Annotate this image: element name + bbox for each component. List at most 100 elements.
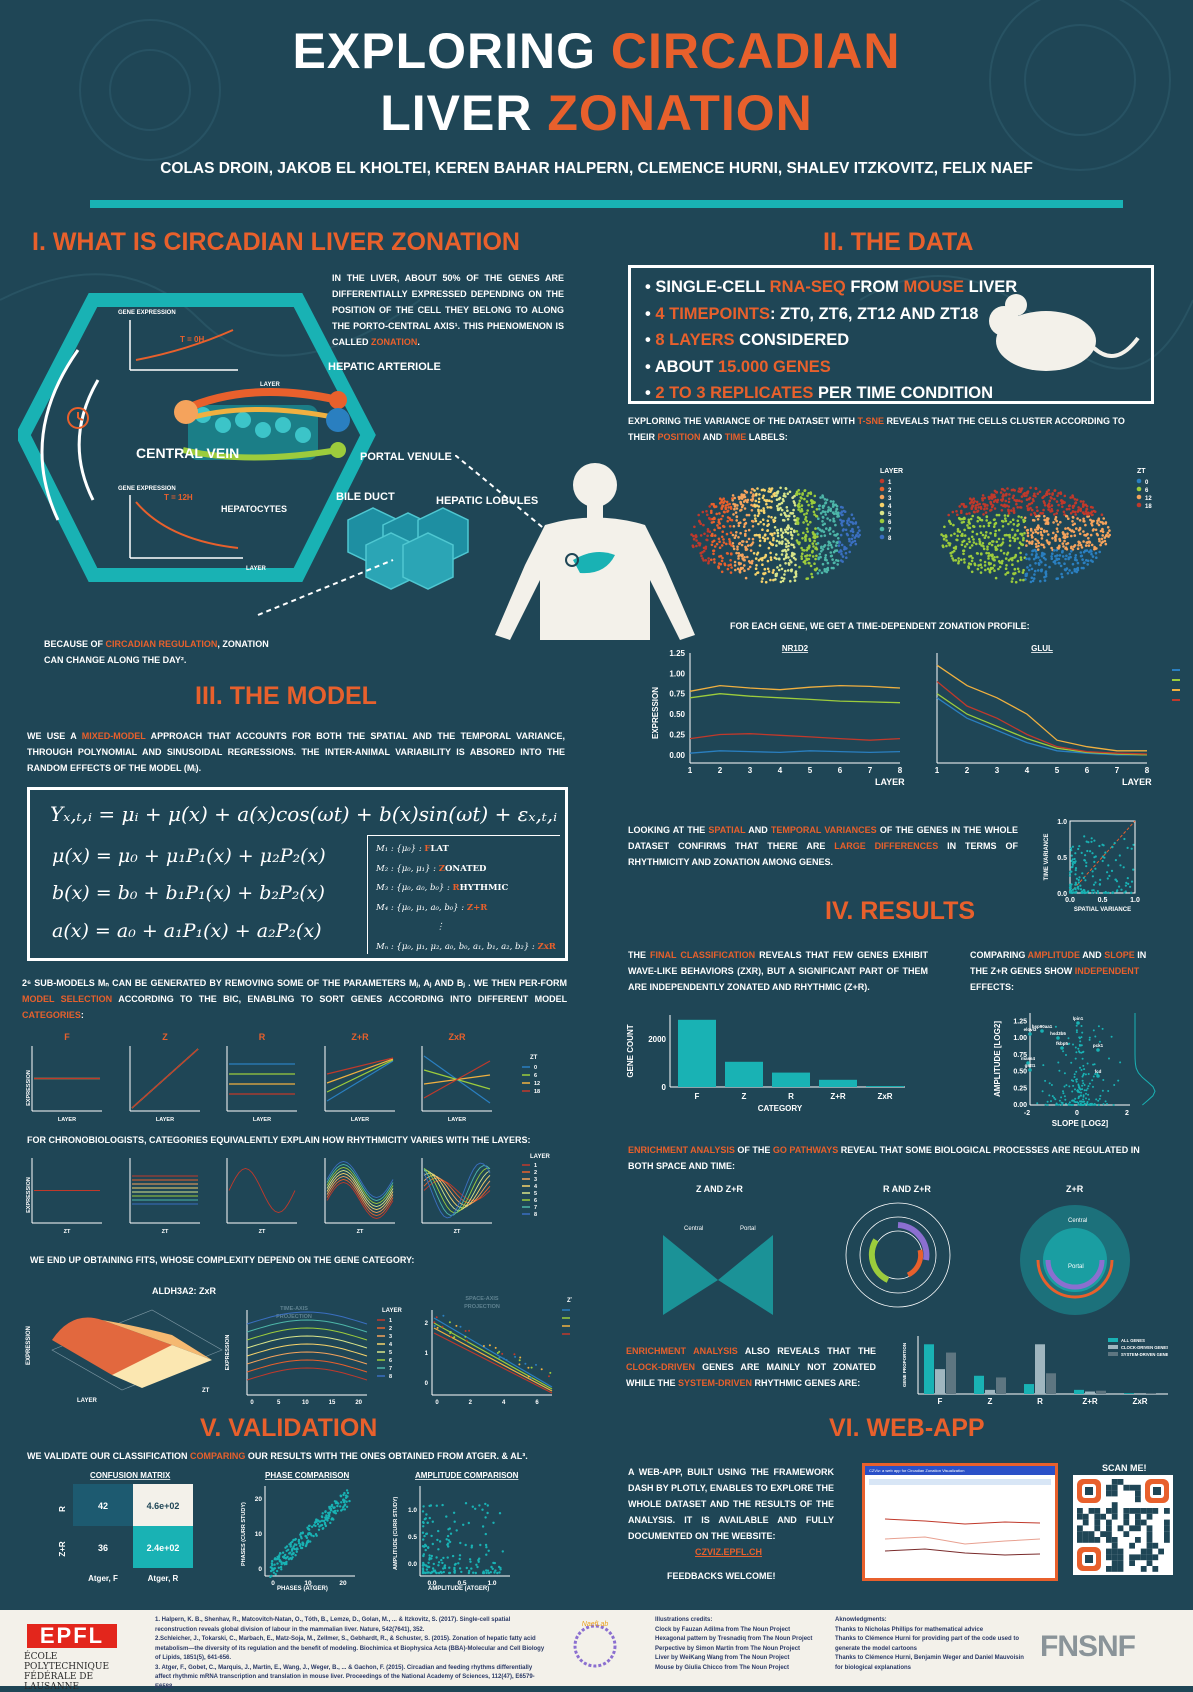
tsne-point xyxy=(1053,549,1056,552)
scatter-point xyxy=(454,1564,456,1566)
legend-title: LAYER xyxy=(530,1154,550,1160)
scatter-point xyxy=(1092,875,1094,877)
tsne-point xyxy=(1005,564,1008,567)
tick-label: Z xyxy=(988,1397,993,1406)
qr-code-icon[interactable] xyxy=(1073,1475,1173,1575)
scatter-point xyxy=(1123,892,1125,894)
tsne-point xyxy=(791,537,794,540)
scatter-point xyxy=(276,1556,278,1558)
tick-label: 0.75 xyxy=(669,690,685,699)
tick-label: 0 xyxy=(435,1400,439,1405)
tsne-point xyxy=(1086,505,1089,508)
webapp-screenshot[interactable]: CZViz: a web app for Circadian Zonation … xyxy=(862,1463,1058,1581)
submodel-category: R xyxy=(453,883,460,893)
tsne-point xyxy=(1037,515,1040,518)
tsne-point xyxy=(761,563,764,566)
scatter-point xyxy=(1074,888,1076,890)
tsne-point xyxy=(800,547,803,550)
tsne-point xyxy=(716,543,719,546)
tsne-point xyxy=(1050,547,1053,550)
tsne-point xyxy=(1041,568,1044,571)
scatter-point xyxy=(1103,857,1105,859)
tsne-point xyxy=(957,557,960,560)
tsne-point xyxy=(800,496,803,499)
tsne-point xyxy=(1019,579,1022,582)
tsne-point xyxy=(1090,534,1093,537)
tsne-point xyxy=(1026,529,1029,532)
projection-label: TIME-AXIS xyxy=(280,1306,308,1312)
tick-label: 0.50 xyxy=(1013,1069,1027,1076)
tsne-point xyxy=(841,510,844,513)
tsne-point xyxy=(832,518,835,521)
gene-point xyxy=(1028,1032,1032,1036)
tsne-point xyxy=(832,505,835,508)
tsne-point xyxy=(1052,521,1055,524)
tsne-point xyxy=(1007,552,1010,555)
tsne-point xyxy=(826,499,829,502)
scatter-point xyxy=(343,1492,345,1494)
tsne-point xyxy=(950,534,953,537)
tsne-point xyxy=(739,532,742,535)
tsne-point xyxy=(1061,506,1064,509)
tick-label: 1.00 xyxy=(1013,1035,1027,1042)
tsne-point xyxy=(845,552,848,555)
tsne-point xyxy=(778,503,781,506)
tsne-point xyxy=(1072,516,1075,519)
tsne-point xyxy=(968,519,971,522)
tsne-point xyxy=(1000,549,1003,552)
tsne-point xyxy=(827,506,830,509)
scatter-point xyxy=(1076,1029,1078,1031)
tsne-point xyxy=(732,542,735,545)
tsne-point xyxy=(1099,544,1102,547)
qr-module xyxy=(1123,1531,1129,1537)
tsne-point xyxy=(699,552,702,555)
tsne-point xyxy=(812,542,815,545)
credits-title: Illustrations credits: xyxy=(655,1616,835,1626)
scatter-point xyxy=(300,1537,302,1539)
data-point xyxy=(450,1331,452,1333)
tsne-point xyxy=(1092,555,1095,558)
tsne-point xyxy=(724,507,727,510)
webapp-link[interactable]: CZVIZ.EPFL.CH xyxy=(695,1544,762,1560)
qr-module xyxy=(1129,1543,1135,1549)
tsne-point xyxy=(971,530,974,533)
tsne-point xyxy=(851,521,854,524)
tsne-point xyxy=(945,535,948,538)
label-bile-duct: BILE DUCT xyxy=(336,491,395,503)
tsne-point xyxy=(789,580,792,583)
tsne-point xyxy=(989,571,992,574)
naef-lab-logo: NaefLab xyxy=(570,1618,620,1673)
section-title-3: III. THE MODEL xyxy=(195,682,377,711)
highlight: ENRICHMENT ANALYSIS xyxy=(626,1346,738,1356)
tsne-point xyxy=(1040,543,1043,546)
tsne-point xyxy=(794,558,797,561)
scatter-point xyxy=(280,1560,282,1562)
tsne-point xyxy=(1091,514,1094,517)
tsne-point xyxy=(798,566,801,569)
tsne-point xyxy=(812,545,815,548)
series-line xyxy=(937,665,1147,751)
enrichment-text: ENRICHMENT ANALYSIS OF THE GO PATHWAYS R… xyxy=(628,1142,1158,1174)
tsne-point xyxy=(746,491,749,494)
tick-label: 2 xyxy=(1125,1110,1129,1117)
qr-module xyxy=(1135,1485,1141,1491)
tsne-point xyxy=(700,555,703,558)
scatter-point xyxy=(310,1534,312,1536)
scatter-point xyxy=(430,1535,432,1537)
fit-line xyxy=(434,1318,552,1387)
tick-label: 0 xyxy=(258,1566,262,1573)
scatter-point xyxy=(1048,1094,1050,1096)
go-polar-plot-r xyxy=(846,1203,950,1307)
tsne-point xyxy=(796,493,799,496)
tsne-point xyxy=(1044,504,1047,507)
scatter-point xyxy=(1078,1085,1080,1087)
tsne-point xyxy=(1037,518,1040,521)
tsne-point xyxy=(1004,517,1007,520)
legend-swatch xyxy=(1108,1338,1118,1342)
axis-label: LAYER xyxy=(351,1117,369,1123)
tsne-point xyxy=(1083,534,1086,537)
lab-name: NaefLab xyxy=(582,1621,609,1628)
tsne-point xyxy=(708,505,711,508)
tsne-point xyxy=(762,572,765,575)
tsne-point xyxy=(1034,562,1037,565)
